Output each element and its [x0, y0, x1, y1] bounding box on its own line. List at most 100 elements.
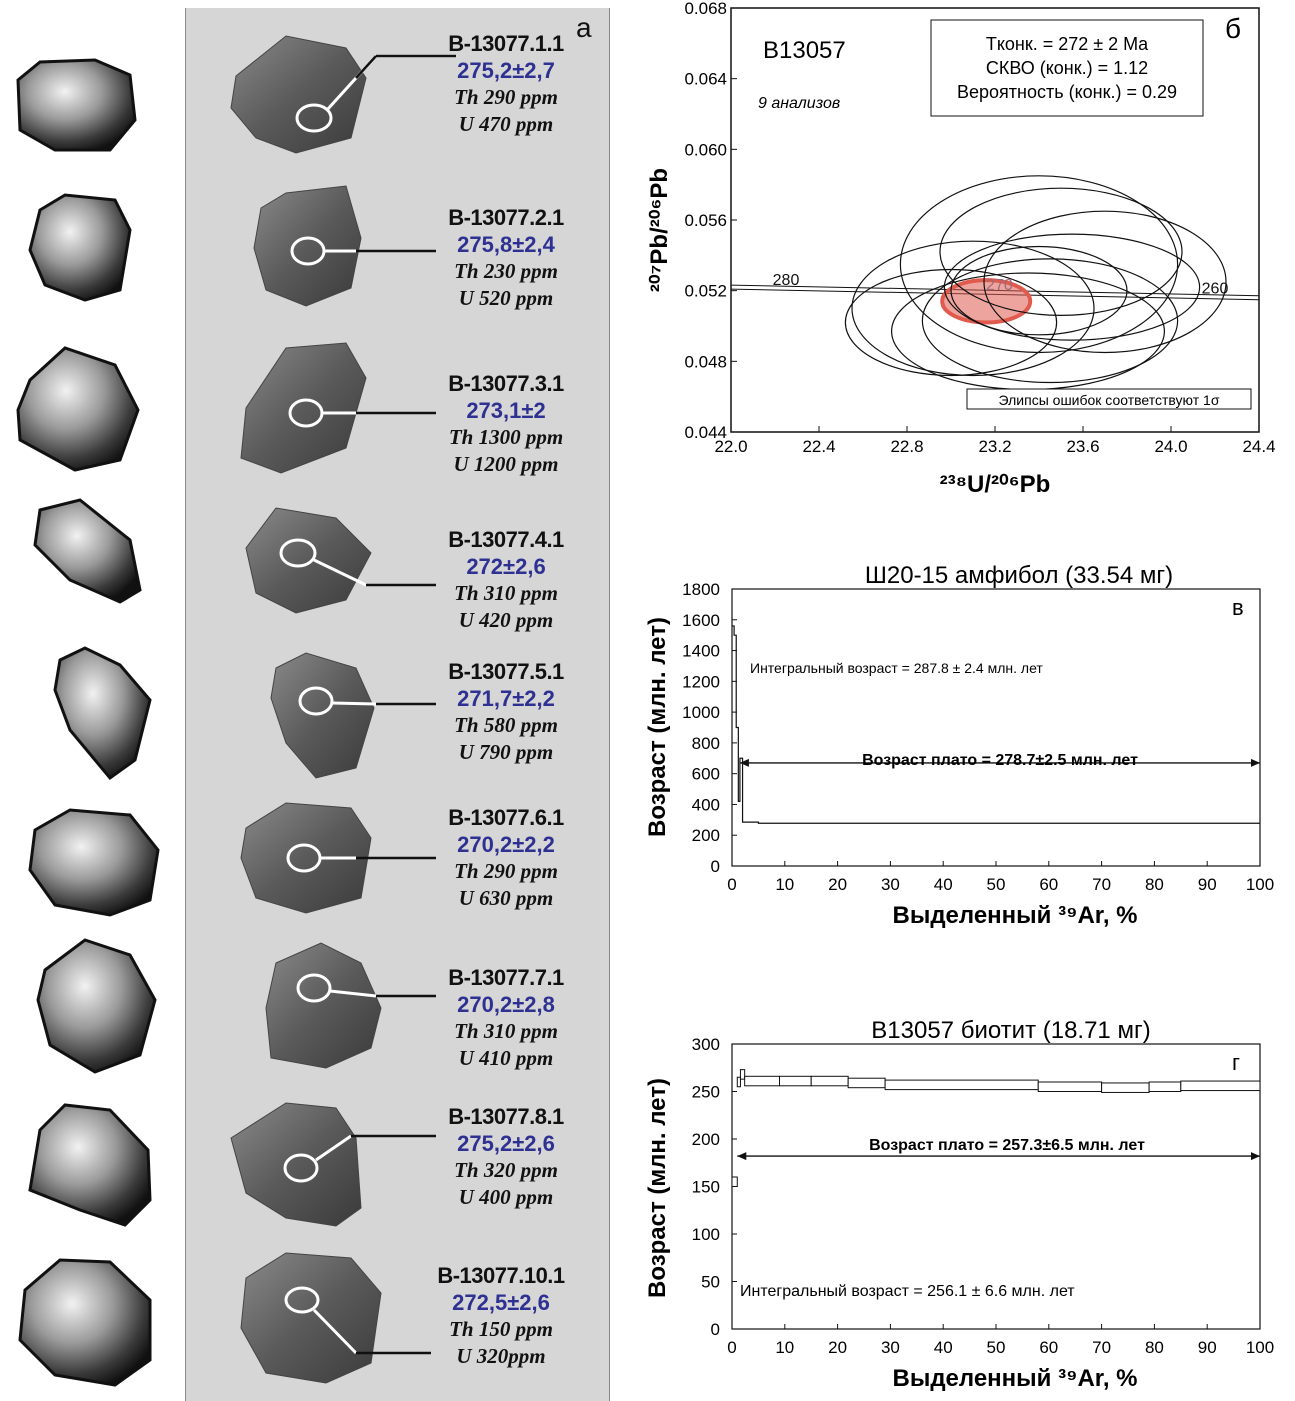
- x-tick-label: 20: [828, 1338, 847, 1357]
- grain-u: U 420 ppm: [458, 608, 554, 632]
- chart-title: B13057 биотит (18.71 мг): [871, 1017, 1150, 1044]
- stats-box: [930, 19, 1204, 117]
- error-ellipse: [851, 240, 1095, 377]
- panel-g-letter: г: [1232, 1050, 1240, 1075]
- y-axis-label: Возраст (млн. лет): [644, 1078, 671, 1298]
- grain-u: U 410 ppm: [458, 1046, 554, 1070]
- grain-age: 270,2±2,8: [457, 992, 555, 1017]
- plateau-arrow-head-right: [1251, 758, 1260, 767]
- note-box: [966, 388, 1252, 410]
- x-axis-label: Выделенный ³⁹Ar, %: [892, 902, 1137, 929]
- y-tick-label: 1600: [682, 611, 720, 630]
- cl-image-panel: B-13077.1.1 275,2±2,7 Th 290 ppm U 470 p…: [185, 8, 610, 1401]
- y-tick-label: 0.060: [684, 140, 727, 159]
- y-tick-label: 200: [692, 826, 720, 845]
- age-step: [810, 1075, 849, 1087]
- y-axis-label: ²⁰⁷Pb/²⁰⁶Pb: [646, 168, 673, 292]
- grain-photo-9: [18, 1258, 152, 1387]
- plateau-arrow-head-right: [1251, 1152, 1260, 1161]
- grain-id: B-13077.5.1: [448, 659, 564, 684]
- x-tick-label: 100: [1246, 1338, 1274, 1357]
- integral-age-label: Интегральный возраст = 256.1 ± 6.6 млн. …: [740, 1283, 1075, 1300]
- error-ellipse: [939, 187, 1183, 317]
- y-tick-label: 0.056: [684, 211, 727, 230]
- y-tick-label: 1400: [682, 642, 720, 661]
- age-step: [779, 1075, 812, 1087]
- plateau-age-label: Возраст плато = 278.7±2.5 млн. лет: [862, 752, 1138, 769]
- sample-label: B13057: [763, 37, 846, 64]
- grain-photo-2: [28, 193, 132, 302]
- stats-line-2: СКВО (конк.) = 1.12: [986, 58, 1148, 78]
- stats-line-1: Tконк. = 272 ± 2 Ma: [986, 34, 1149, 54]
- x-axis-label: ²³⁸U/²⁰⁶Pb: [940, 471, 1051, 498]
- grain-id: B-13077.6.1: [448, 805, 564, 830]
- y-tick-label: 0.048: [684, 352, 727, 371]
- cl-grain-4: [245, 507, 436, 614]
- y-tick-label: 50: [701, 1273, 720, 1292]
- age-step: [739, 1069, 746, 1080]
- x-tick-label: 70: [1092, 875, 1111, 894]
- grain-photo-1: [16, 58, 137, 152]
- plateau-arrow-head-left: [737, 1152, 747, 1161]
- x-tick-label: 10: [775, 1338, 794, 1357]
- grain-age: 273,1±2: [466, 398, 546, 423]
- grain-th: Th 310 ppm: [454, 1019, 558, 1043]
- concordia-chart: б B13057 9 анализов Tконк. = 272 ± 2 Ma …: [646, 0, 1276, 498]
- panel-v-letter: в: [1232, 595, 1244, 620]
- grain-label-2: B-13077.2.1 275,8±2,4 Th 230 ppm U 520 p…: [426, 204, 586, 312]
- y-tick-label: 0.052: [684, 282, 727, 301]
- grain-label-3: B-13077.3.1 273,1±2 Th 1300 ppm U 1200 p…: [426, 370, 586, 478]
- y-tick-label: 250: [692, 1083, 720, 1102]
- panel-b-letter: б: [1225, 13, 1241, 44]
- grain-th: Th 580 ppm: [454, 713, 558, 737]
- grain-photo-6: [28, 808, 160, 917]
- cl-grain-5: [270, 652, 436, 779]
- x-tick-label: 50: [987, 875, 1006, 894]
- cl-grain-9: [240, 1252, 431, 1384]
- age-step: [884, 1079, 1039, 1091]
- error-ellipse: [943, 233, 1201, 341]
- grain-photo-7: [36, 938, 157, 1074]
- x-tick-label: 0: [727, 875, 736, 894]
- x-tick-label: 50: [987, 1338, 1006, 1357]
- grain-photo-8: [28, 1103, 152, 1227]
- x-tick-label: 90: [1198, 875, 1217, 894]
- y-tick-label: 600: [692, 765, 720, 784]
- grain-label-1: B-13077.1.1 275,2±2,7 Th 290 ppm U 470 p…: [426, 30, 586, 138]
- x-tick-label: 80: [1145, 1338, 1164, 1357]
- grain-label-9: B-13077.10.1 272,5±2,6 Th 150 ppm U 320p…: [421, 1262, 581, 1370]
- grain-age: 275,2±2,6: [457, 1131, 555, 1156]
- error-note: Элипсы ошибок соответствуют 1σ: [999, 392, 1220, 408]
- grain-th: Th 320 ppm: [454, 1158, 558, 1182]
- x-tick-label: 23.6: [1066, 437, 1099, 456]
- grain-id: B-13077.2.1: [448, 205, 564, 230]
- x-tick-label: 60: [1039, 1338, 1058, 1357]
- y-axis-label: Возраст (млн. лет): [644, 617, 671, 837]
- y-tick-label: 400: [692, 795, 720, 814]
- grain-label-6: B-13077.6.1 270,2±2,2 Th 290 ppm U 630 p…: [426, 804, 586, 912]
- x-tick-label: 24.4: [1242, 437, 1275, 456]
- x-tick-label: 30: [881, 1338, 900, 1357]
- grain-id: B-13077.10.1: [437, 1263, 565, 1288]
- grain-u: U 630 ppm: [458, 886, 554, 910]
- grain-age: 272±2,6: [466, 554, 546, 579]
- age-step: [731, 1176, 738, 1187]
- grain-photo-3: [16, 346, 140, 472]
- y-tick-label: 1000: [682, 703, 720, 722]
- y-tick-label: 1800: [682, 580, 720, 599]
- grain-photo-4: [33, 498, 142, 604]
- y-tick-label: 150: [692, 1178, 720, 1197]
- grain-u: U 1200 ppm: [453, 452, 559, 476]
- panel-a-letter: а: [576, 12, 592, 43]
- grain-th: Th 310 ppm: [454, 581, 558, 605]
- concordia-age-label: 260: [1202, 281, 1229, 298]
- grain-id: B-13077.4.1: [448, 527, 564, 552]
- x-tick-label: 20: [828, 875, 847, 894]
- cl-grain-8: [230, 1102, 436, 1227]
- y-tick-label: 0.064: [684, 70, 727, 89]
- cl-grain-1: [230, 35, 456, 154]
- cl-grain-7: [265, 942, 436, 1069]
- x-tick-label: 22.8: [890, 437, 923, 456]
- grain-u: U 790 ppm: [458, 740, 554, 764]
- y-tick-label: 1200: [682, 672, 720, 691]
